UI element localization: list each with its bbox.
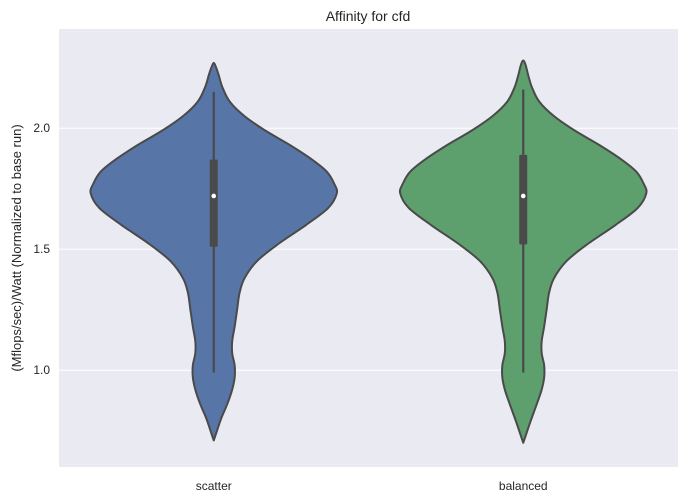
y-tick-label: 1.5	[33, 242, 50, 256]
iqr-box-balanced	[519, 154, 528, 245]
tick-labels: 1.0 1.5 2.0 scatter balanced	[33, 121, 547, 493]
x-tick-label: balanced	[499, 479, 548, 493]
violins	[89, 59, 648, 444]
chart-title: Affinity for cfd	[326, 8, 411, 24]
median-marker-balanced	[520, 193, 526, 199]
plot-background	[59, 29, 678, 467]
iqr-box-scatter	[209, 159, 218, 247]
median-marker-scatter	[211, 193, 217, 199]
y-axis-label: (Mflops/sec)/Watt (Normalized to base ru…	[9, 124, 24, 371]
y-tick-label: 2.0	[33, 121, 50, 135]
y-tick-label: 1.0	[33, 363, 50, 377]
x-tick-label: scatter	[196, 479, 232, 493]
